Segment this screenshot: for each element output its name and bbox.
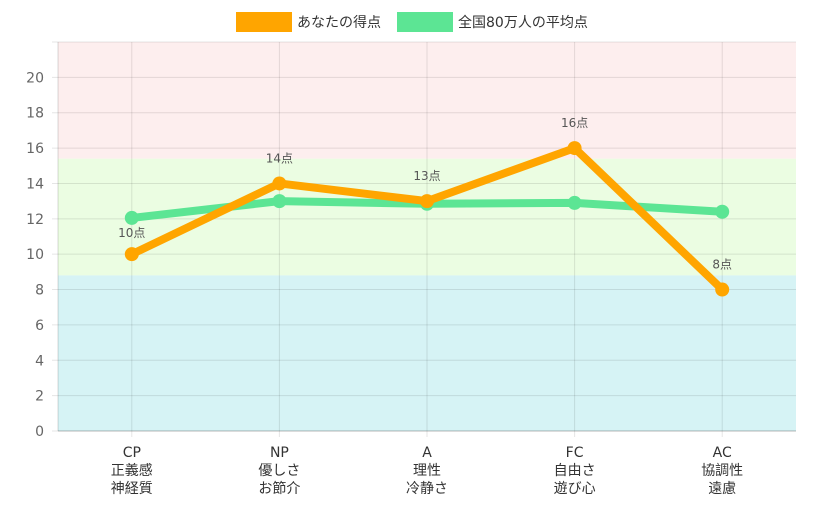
y-tick-label: 8 [35, 283, 44, 299]
x-tick-label: 自由さ [554, 463, 596, 479]
y-tick-label: 20 [26, 70, 44, 86]
x-tick-label: A [422, 445, 432, 461]
y-tick-label: 2 [35, 389, 44, 405]
x-tick-label: FC [566, 445, 584, 461]
data-point [567, 141, 582, 156]
data-point [124, 210, 139, 225]
data-point [715, 204, 730, 219]
data-point [272, 176, 287, 191]
x-tick-label: 理性 [413, 463, 441, 479]
background-band-2 [58, 275, 796, 431]
y-tick-label: 10 [26, 247, 44, 263]
x-tick-label: NP [270, 445, 289, 461]
x-tick-label: 遠慮 [708, 481, 736, 497]
x-tick-label: 神経質 [111, 481, 153, 497]
x-tick-label: AC [713, 445, 732, 461]
data-label: 16点 [561, 116, 588, 130]
y-tick-label: 0 [35, 424, 44, 440]
y-tick-label: 12 [26, 212, 44, 228]
y-tick-label: 16 [26, 141, 44, 157]
data-label: 14点 [266, 151, 293, 165]
y-tick-label: 6 [35, 318, 44, 334]
data-point [567, 195, 582, 210]
y-tick-label: 18 [26, 106, 44, 122]
x-tick-label: 冷静さ [406, 481, 448, 497]
x-tick-label: CP [123, 445, 141, 461]
data-point [715, 282, 730, 297]
x-tick-label: お節介 [258, 480, 300, 497]
background-band-0 [58, 42, 796, 159]
x-tick-label: 正義感 [111, 462, 153, 479]
data-point [124, 247, 139, 262]
data-label: 8点 [712, 258, 732, 272]
data-label: 10点 [118, 226, 145, 240]
x-tick-label: 遊び心 [554, 481, 596, 497]
legend-label-1: 全国80万人の平均点 [458, 14, 588, 31]
data-point [272, 194, 287, 209]
y-tick-label: 4 [35, 353, 44, 369]
x-tick-label: 優しさ [258, 463, 300, 479]
legend-label-0: あなたの得点 [297, 14, 381, 31]
data-point [420, 194, 434, 209]
x-tick-label: 協調性 [701, 463, 743, 479]
y-tick-label: 14 [26, 176, 44, 192]
legend-swatch-0 [236, 12, 292, 32]
background-band-1 [58, 158, 796, 276]
legend-swatch-1 [397, 12, 453, 32]
data-label: 13点 [413, 169, 440, 183]
